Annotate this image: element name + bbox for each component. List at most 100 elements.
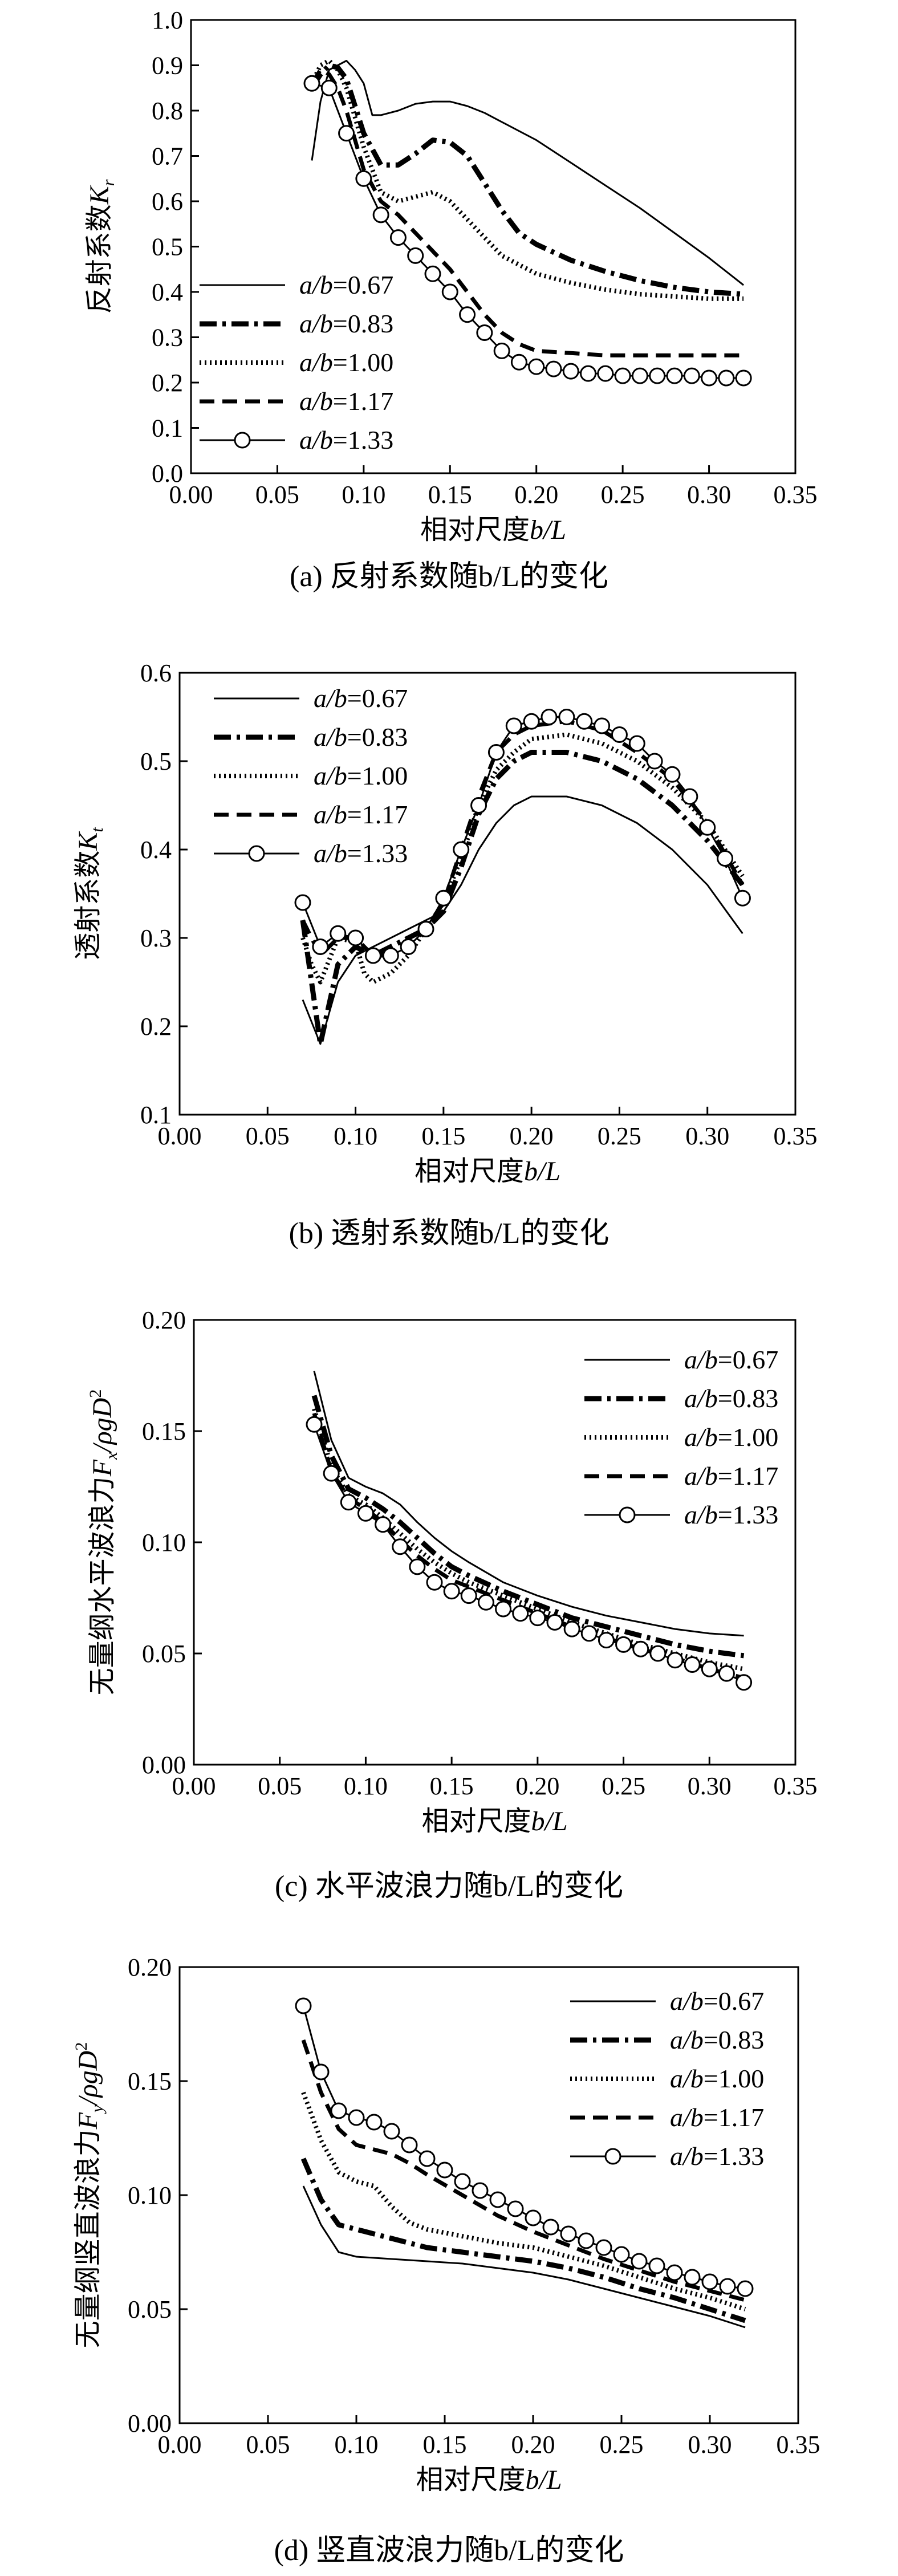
y-tick-label: 0.00 xyxy=(142,1751,186,1779)
data-point-marker xyxy=(546,1614,563,1631)
data-point-marker xyxy=(701,1660,718,1677)
data-point-marker xyxy=(528,358,545,375)
y-tick-label: 0.15 xyxy=(142,1417,186,1445)
data-point-marker xyxy=(523,713,540,730)
x-tick-label: 0.05 xyxy=(255,481,299,509)
data-point-marker xyxy=(460,1587,477,1604)
x-tick-label: 0.15 xyxy=(428,481,472,509)
legend-marker xyxy=(619,1506,636,1523)
data-point-marker xyxy=(436,2161,453,2179)
chart-c-caption: (c) 水平波浪力随b/L的变化 xyxy=(275,1870,623,1903)
data-point-marker xyxy=(580,365,597,382)
x-tick-label: 0.20 xyxy=(515,1772,559,1800)
legend-label-1: a/b=0.83 xyxy=(684,1384,778,1413)
data-point-marker xyxy=(631,367,648,384)
data-point-marker xyxy=(683,367,700,384)
data-point-marker xyxy=(372,206,389,224)
series-line-2 xyxy=(300,732,745,985)
data-point-marker xyxy=(357,1505,374,1522)
x-tick-label: 0.00 xyxy=(158,1122,202,1150)
y-tick-label: 0.9 xyxy=(152,52,183,80)
chart-a-caption: (a) 反射系数随b/L的变化 xyxy=(290,560,608,593)
data-point-marker xyxy=(355,170,372,187)
legend-label-2: a/b=1.00 xyxy=(684,1423,778,1452)
data-point-marker xyxy=(615,1636,632,1653)
data-point-marker xyxy=(470,797,487,814)
x-tick-label: 0.15 xyxy=(421,1122,465,1150)
x-tick-label: 0.25 xyxy=(601,481,645,509)
y-tick-label: 0.5 xyxy=(152,233,183,261)
data-point-marker xyxy=(737,2280,754,2297)
data-point-marker xyxy=(507,2200,524,2217)
data-point-marker xyxy=(320,79,338,96)
data-point-marker xyxy=(382,947,399,964)
chart-d-caption: (d) 竖直波浪力随b/L的变化 xyxy=(274,2534,624,2567)
data-point-marker xyxy=(580,1625,598,1642)
data-point-marker xyxy=(718,1665,735,1682)
data-point-marker xyxy=(684,1656,701,1673)
data-point-marker xyxy=(717,850,734,867)
y-tick-label: 0.00 xyxy=(128,2410,172,2437)
legend-label-1: a/b=0.83 xyxy=(314,722,408,751)
legend-label-0: a/b=0.67 xyxy=(670,1986,764,2016)
legend-label-0: a/b=0.67 xyxy=(684,1345,778,1374)
x-tick-label: 0.25 xyxy=(598,1122,641,1150)
series-line-1 xyxy=(300,750,745,1047)
data-point-marker xyxy=(338,125,355,142)
series-line-1 xyxy=(311,1395,745,1659)
data-point-marker xyxy=(701,369,718,387)
series-line-0 xyxy=(302,795,743,1045)
legend-label-4: a/b=1.33 xyxy=(684,1500,778,1529)
y-tick-label: 0.05 xyxy=(128,2295,172,2323)
plot-frame xyxy=(190,19,797,474)
data-point-marker xyxy=(306,1416,323,1433)
data-point-marker xyxy=(303,75,320,92)
x-tick-label: 0.10 xyxy=(344,1772,388,1800)
chart-panel-b: 0.00 0.05 0.10 0.15 0.20 0.25 0.30 0.35 0.1 0.2 0.… xyxy=(0,644,898,1289)
data-point-marker xyxy=(365,2114,383,2131)
y-tick-label: 0.2 xyxy=(140,1013,172,1041)
data-point-marker xyxy=(611,726,628,743)
legend-marker xyxy=(234,432,251,449)
chart-a-plot: 0.00 0.05 0.10 0.15 0.20 0.25 0.30 0.35 0.0 0.1 0.… xyxy=(84,6,818,545)
data-point-marker xyxy=(487,744,505,761)
data-point-marker xyxy=(736,1674,753,1691)
y-tick-label: 0.20 xyxy=(142,1306,186,1334)
series-line-0 xyxy=(311,60,745,286)
data-point-marker xyxy=(364,947,381,964)
legend-label-4: a/b=1.33 xyxy=(299,425,393,454)
chart-panel-d: 0.00 0.05 0.10 0.15 0.20 0.25 0.30 0.35 0.00 0.05… xyxy=(0,1933,898,2576)
data-point-marker xyxy=(493,342,510,359)
legend-label-3: a/b=1.17 xyxy=(299,387,393,416)
data-point-marker xyxy=(560,2225,577,2242)
legend-label-3: a/b=1.17 xyxy=(670,2103,764,2132)
series-line-3 xyxy=(301,2039,746,2302)
y-tick-label: 0.6 xyxy=(152,188,183,216)
data-point-marker xyxy=(441,283,458,300)
legend-marker xyxy=(248,845,265,862)
data-point-marker xyxy=(541,709,558,725)
data-point-marker xyxy=(383,2123,400,2140)
data-point-marker xyxy=(472,2182,489,2199)
data-point-marker xyxy=(701,2273,718,2290)
y-tick-label: 0.4 xyxy=(152,278,183,306)
data-point-marker xyxy=(735,369,752,387)
data-point-marker xyxy=(407,247,424,264)
data-point-marker xyxy=(489,2191,506,2208)
legend-marker xyxy=(604,2148,621,2165)
legend-label-4: a/b=1.33 xyxy=(314,839,408,868)
y-axis-label: 透射系数Kt xyxy=(73,827,107,960)
x-tick-label: 0.35 xyxy=(774,1122,818,1150)
plot-frame xyxy=(178,672,797,1116)
x-tick-label: 0.15 xyxy=(430,1772,474,1800)
x-axis-label: 相对尺度b/L xyxy=(421,1806,567,1836)
y-tick-label: 0.8 xyxy=(152,97,183,125)
data-point-marker xyxy=(295,1997,312,2014)
series-line-3 xyxy=(310,68,744,357)
data-point-marker xyxy=(418,2150,436,2167)
data-point-marker xyxy=(347,929,364,946)
x-tick-label: 0.30 xyxy=(688,2431,732,2459)
legend-label-0: a/b=0.67 xyxy=(299,270,393,299)
data-point-marker xyxy=(426,1574,443,1591)
